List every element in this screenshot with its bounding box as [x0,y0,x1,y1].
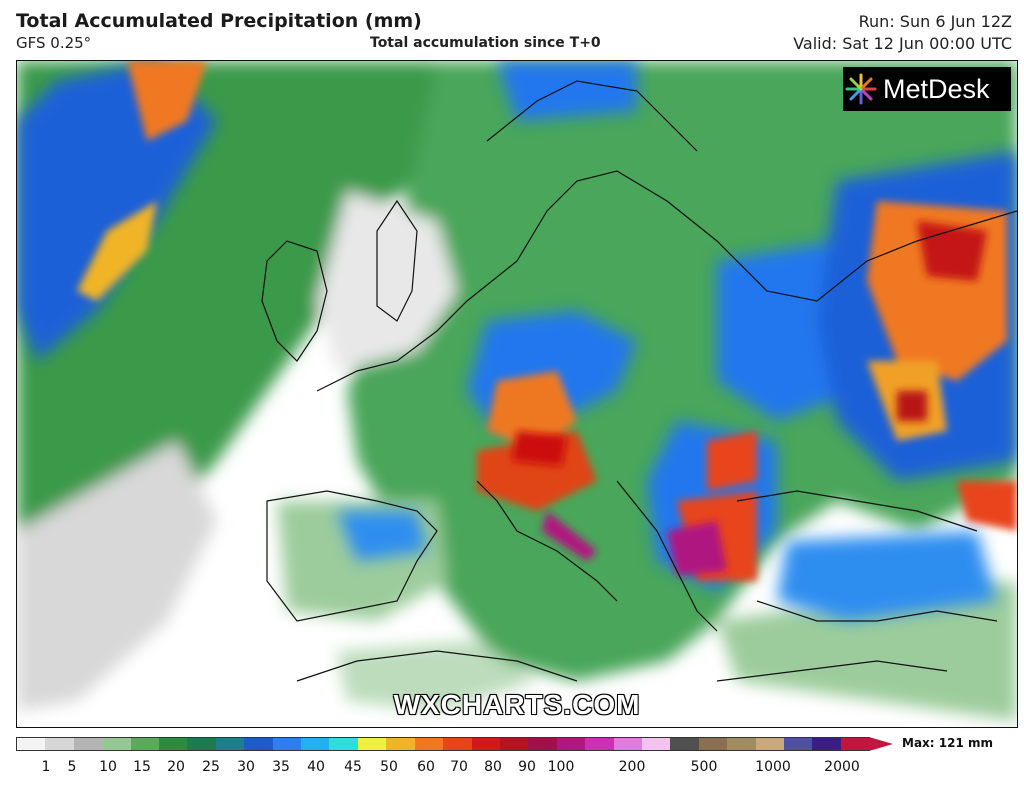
scale-tick-label: 500 [690,759,718,775]
scale-segment [301,738,330,750]
scale-segment [840,738,870,750]
scale-segment [45,738,74,750]
scale-tick-label: 20 [167,759,185,775]
color-scale-bar [16,737,870,751]
scale-segment [329,738,358,750]
scale-segment [159,738,188,750]
run-time: Run: Sun 6 Jun 12Z [858,12,1012,31]
scale-max-label: Max: 121 mm [902,736,993,750]
scale-tick-label: 10 [99,759,117,775]
scale-segment [244,738,273,750]
chart-title: Total Accumulated Precipitation (mm) [16,10,422,32]
scale-segment [357,738,387,750]
scale-max-arrow [869,737,893,751]
scale-tick-label: 200 [618,759,646,775]
precipitation-map: MetDesk WXCHARTS.COM [16,60,1018,728]
wxcharts-watermark: WXCHARTS.COM [393,689,641,720]
scale-tick-label: 90 [518,759,536,775]
scale-segment [783,738,813,750]
scale-segment [528,738,557,750]
scale-segment [641,738,671,750]
scale-tick-label: 1 [41,759,51,775]
coastlines [261,80,1017,682]
scale-tick-label: 40 [307,759,325,775]
color-scale: Max: 121 mm 1 5 10 15 20 25 30 35 40 45 50 60 70 80 90… [16,736,1016,777]
scale-segment [613,738,642,750]
scale-tick-label: 15 [133,759,151,775]
accumulation-label: Total accumulation since T+0 [370,35,601,51]
scale-segment [471,738,500,750]
scale-segment [698,738,728,750]
scale-tick-label: 25 [202,759,220,775]
metdesk-logo-text: MetDesk [883,73,990,104]
scale-segment [187,738,216,750]
valid-time: Valid: Sat 12 Jun 00:00 UTC [793,34,1012,53]
scale-tick-label: 50 [380,759,398,775]
scale-tick-label: 80 [484,759,502,775]
map-canvas [17,61,1017,727]
scale-segment [272,738,302,750]
metdesk-logo-icon [845,73,877,105]
scale-segment [102,738,131,750]
scale-segment [585,738,614,750]
scale-tick-label: 2000 [824,759,860,775]
model-label: GFS 0.25° [16,34,92,52]
scale-segment [386,738,415,750]
scale-tick-label: 30 [237,759,255,775]
scale-segment [499,738,529,750]
scale-segment [215,738,245,750]
scale-tick-label: 45 [344,759,362,775]
metdesk-logo: MetDesk [843,67,1011,111]
scale-segment [130,738,160,750]
scale-tick-label: 5 [67,759,77,775]
scale-segment [556,738,586,750]
scale-segment [727,738,756,750]
scale-segment [670,738,699,750]
scale-tick-label: 60 [417,759,435,775]
scale-tick-label: 70 [450,759,468,775]
scale-segment [73,738,103,750]
scale-segment [755,738,784,750]
scale-segment [443,738,472,750]
scale-tick-label: 35 [272,759,290,775]
scale-tick-label: 100 [547,759,575,775]
scale-tick-label: 1000 [755,759,791,775]
scale-segment [812,738,841,750]
scale-segment [414,738,444,750]
scale-segment [17,738,46,750]
